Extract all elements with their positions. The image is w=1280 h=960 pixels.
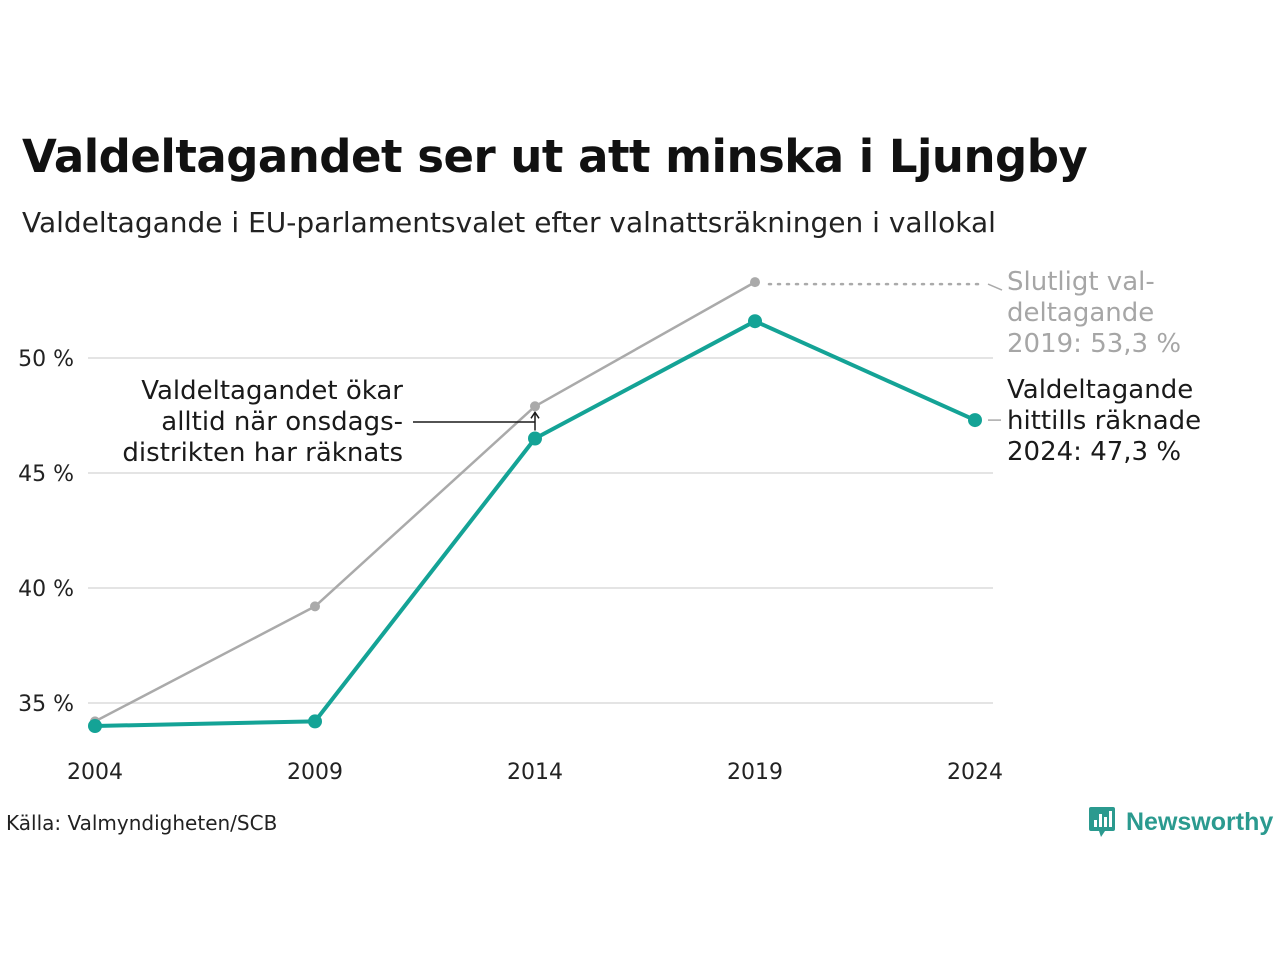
x-tick-label: 2019 — [727, 760, 783, 785]
annotation-line: 2019: 53,3 % — [1007, 329, 1181, 359]
y-tick-label: 45 % — [18, 462, 74, 487]
y-tick-label: 50 % — [18, 347, 74, 372]
annotation-line: 2024: 47,3 % — [1007, 437, 1181, 467]
chart-subtitle: Valdeltagande i EU-parlamentsvalet efter… — [22, 206, 996, 239]
y-axis-ticks: 35 % 40 % 45 % 50 % — [18, 347, 74, 717]
data-point — [750, 277, 760, 288]
x-tick-label: 2009 — [287, 760, 343, 785]
annotation-line: Valdeltagandet ökar — [141, 376, 403, 406]
annotation-line: hittills räknade — [1007, 406, 1201, 436]
annotation-line: distrikten har räknats — [122, 438, 403, 468]
series-line — [93, 280, 757, 723]
x-tick-label: 2004 — [67, 760, 123, 785]
newsworthy-logo-icon — [1089, 807, 1115, 837]
y-tick-label: 40 % — [18, 577, 74, 602]
line-chart: 35 % 40 % 45 % 50 % 2004 2009 2014 2019 2024 Sl… — [18, 267, 1201, 785]
x-axis-ticks: 2004 2009 2014 2019 2024 — [67, 760, 1003, 785]
x-tick-label: 2014 — [507, 760, 563, 785]
x-tick-label: 2024 — [947, 760, 1003, 785]
final-2019-annotation: Slutligt val-deltagande 2019: 53,3 % — [1007, 267, 1181, 359]
annotation-line: Slutligt val- — [1007, 267, 1155, 297]
data-point — [968, 413, 982, 428]
note-arrow-head — [530, 410, 540, 419]
annotation-line: Valdeltagande — [1007, 375, 1193, 405]
data-point — [528, 431, 542, 446]
series — [88, 277, 982, 733]
series-1 — [90, 277, 760, 727]
data-point — [308, 714, 322, 729]
series-2 — [88, 314, 982, 733]
data-point — [748, 314, 762, 329]
brand-logo: Newsworthy — [1088, 804, 1273, 840]
chart-title: Valdeltagandet ser ut att minska i Ljung… — [22, 130, 1088, 183]
current-2024-annotation: Valdeltagande hittills räknade 2024: 47,3 … — [1007, 375, 1201, 467]
source-note: Källa: Valmyndigheten/SCB — [6, 811, 278, 835]
wednesday-note-annotation: Valdeltagandet ökar alltid när onsdags-di… — [122, 376, 403, 468]
y-tick-label: 35 % — [18, 692, 74, 717]
gridlines — [88, 357, 993, 704]
annotation-line: deltagande — [1007, 298, 1154, 328]
final-2019-leader-tick — [987, 283, 1003, 291]
annotation-line: alltid när onsdags- — [161, 407, 403, 437]
brand-name: Newsworthy — [1126, 807, 1274, 836]
annotations: Slutligt val-deltagande 2019: 53,3 % Valde… — [122, 267, 1201, 468]
data-point — [310, 601, 320, 612]
data-point — [88, 719, 102, 733]
data-point — [530, 401, 540, 412]
